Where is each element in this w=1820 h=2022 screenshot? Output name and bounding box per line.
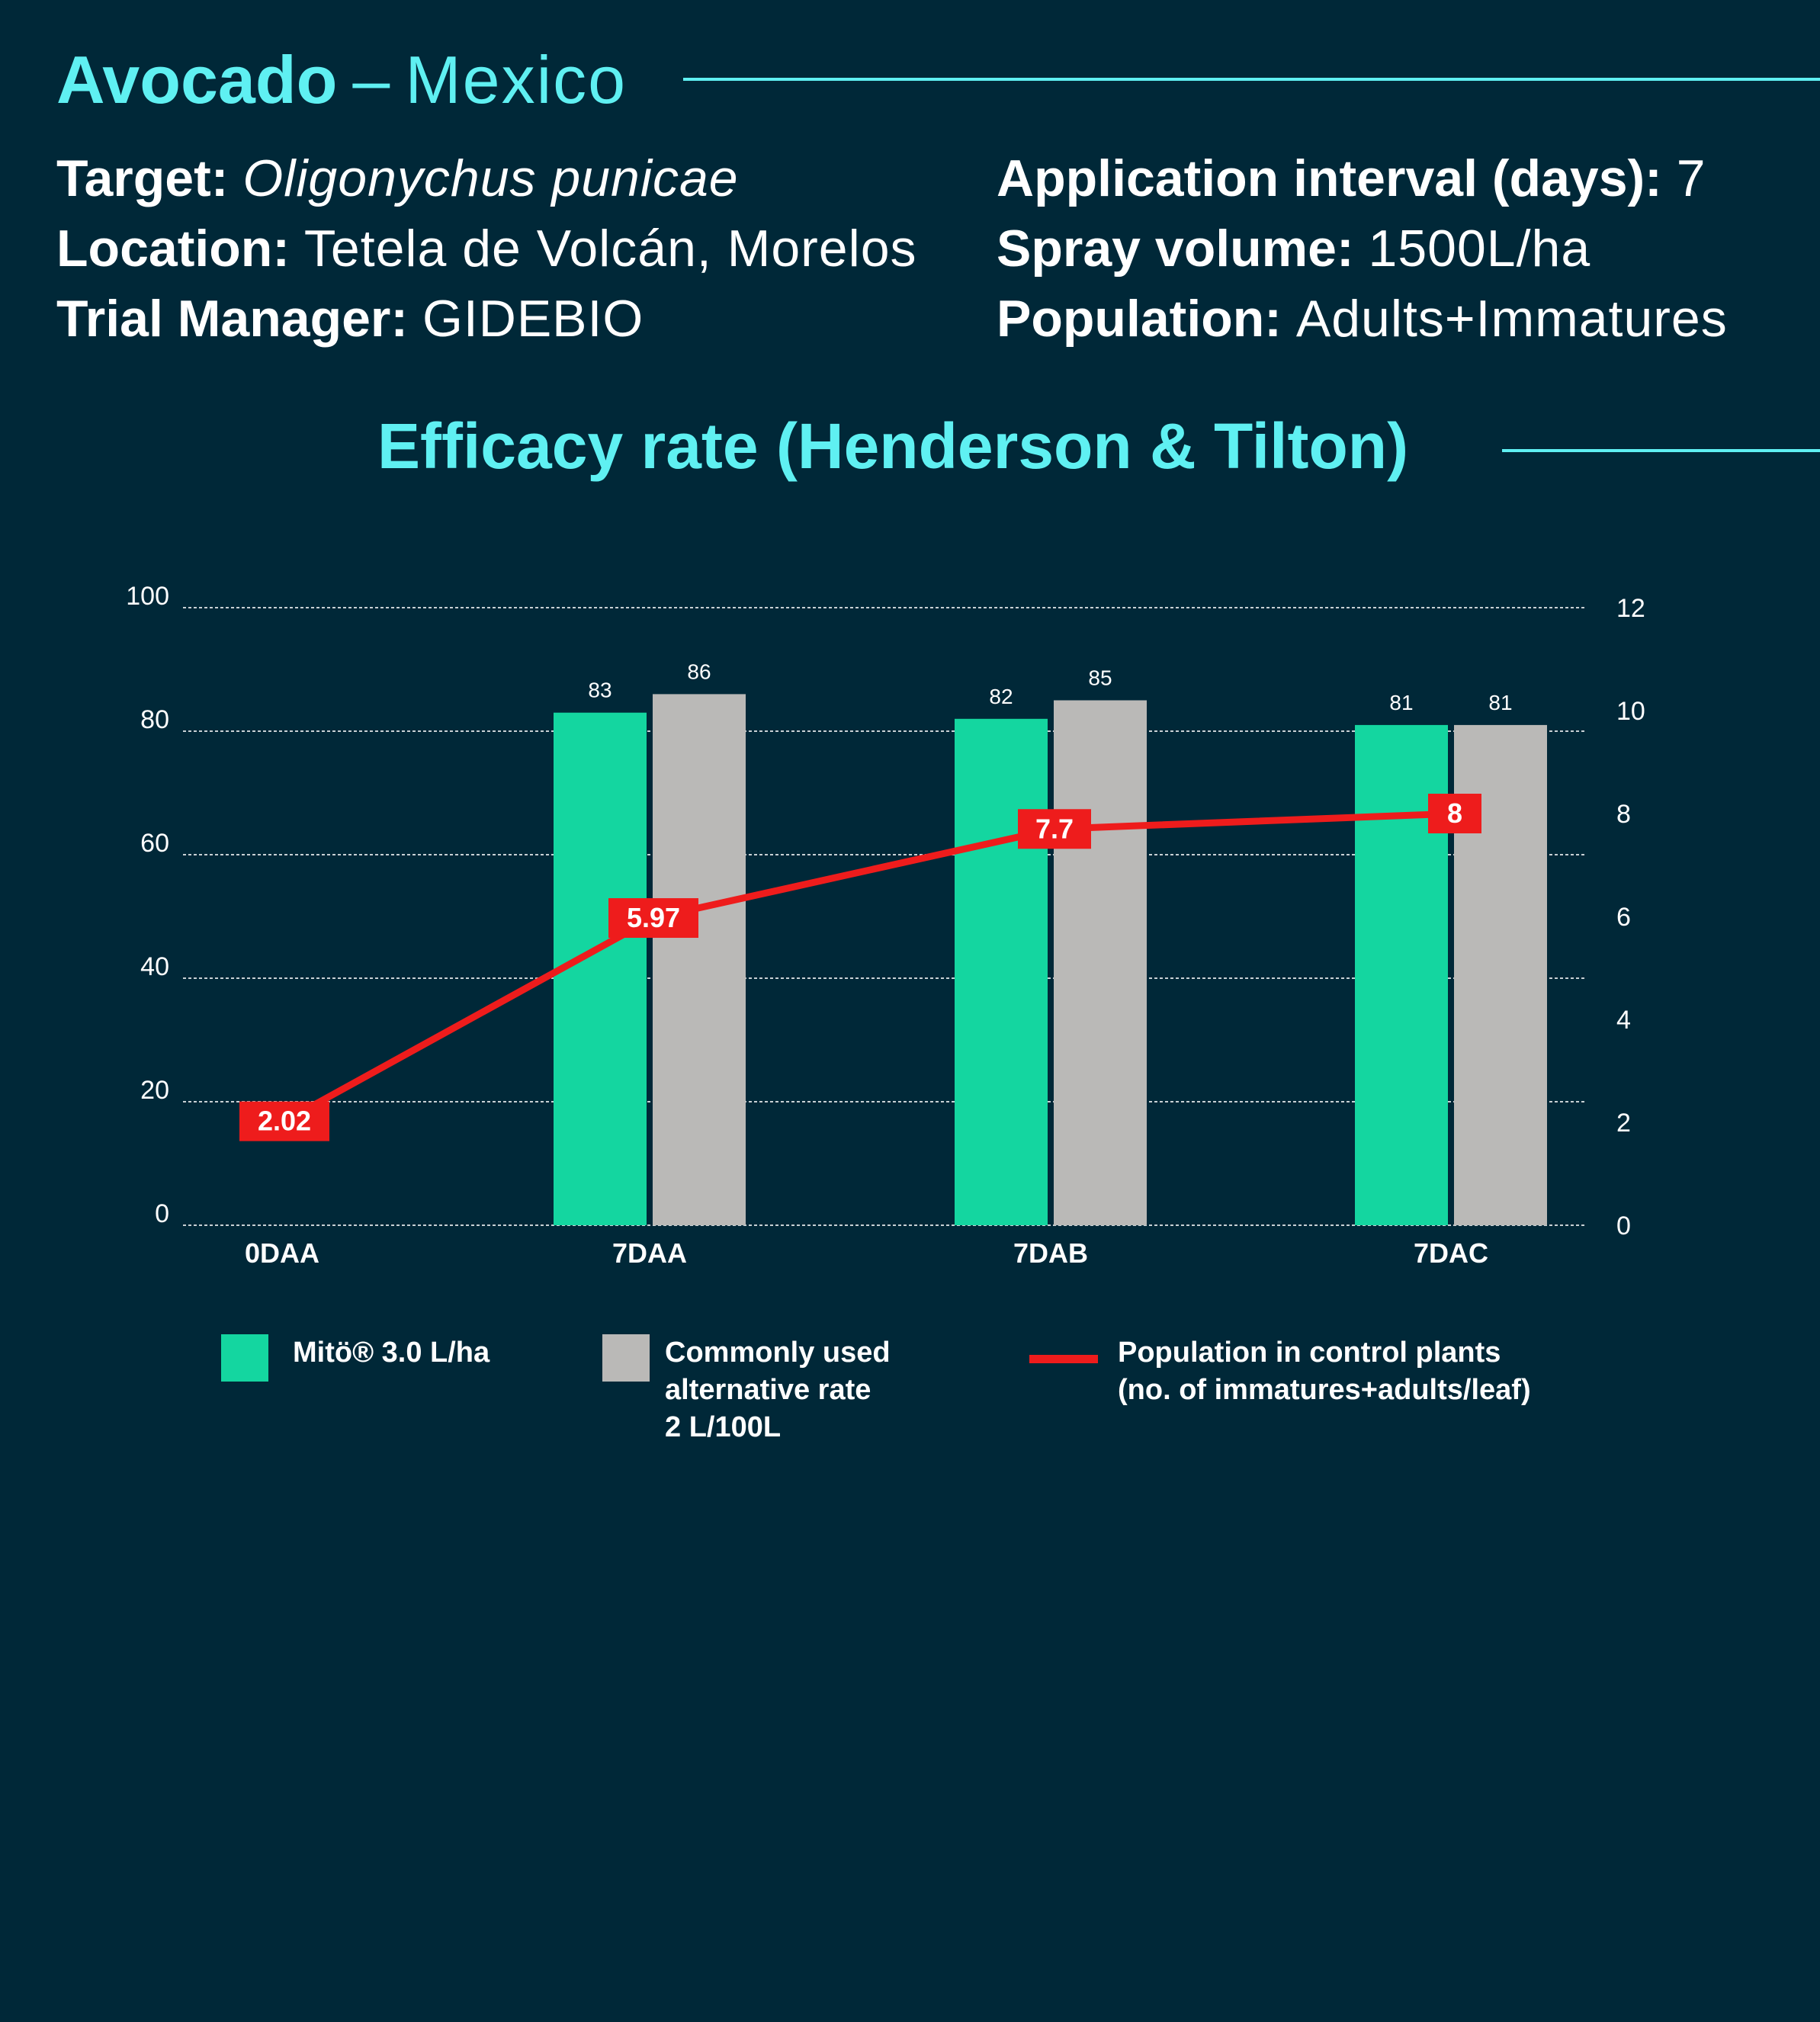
- population-data-label: 5.97: [627, 902, 680, 933]
- bar-data-label: 86: [687, 660, 711, 683]
- x-tick-label: 7DAA: [612, 1237, 687, 1269]
- target-label: Target:: [56, 149, 229, 207]
- y-left-tick-label: 40: [140, 952, 169, 981]
- bar-alternative: [1054, 700, 1147, 1225]
- y-right-tick-label: 10: [1616, 697, 1645, 726]
- bar-data-label: 83: [588, 679, 611, 702]
- application-interval-row: Application interval (days): 7: [997, 143, 1728, 213]
- target-value: Oligonychus punicae: [242, 149, 739, 207]
- y-right-tick-label: 4: [1616, 1006, 1631, 1035]
- population-point-marker: [1018, 809, 1091, 849]
- y-right-tick-label: 8: [1616, 800, 1631, 829]
- y-left-tick-label: 60: [140, 829, 169, 858]
- location-value: Tetela de Volcán, Morelos: [303, 220, 917, 278]
- population-point-marker: [1428, 794, 1481, 833]
- chart-title: Efficacy rate (Henderson & Tilton): [377, 410, 1409, 482]
- population-data-label: 2.02: [258, 1106, 311, 1137]
- y-left-tick-label: 80: [140, 705, 169, 734]
- legend-mito-line: Mitö® 3.0 L/ha: [293, 1337, 490, 1369]
- country-name: Mexico: [405, 42, 628, 117]
- location-row: Location: Tetela de Volcán, Morelos: [56, 213, 917, 284]
- bar-data-label: 81: [1488, 691, 1512, 714]
- population-line: [282, 810, 1456, 1125]
- crop-name: Avocado: [56, 42, 338, 117]
- efficacy-chart: 0 20 40 60 80 100 0 2 4 6 8 10 12 0DAA 7DAA 7DAB 7DAC 83 8…: [126, 582, 1645, 1269]
- legend-mito-swatch: [221, 1334, 268, 1382]
- x-tick-label: 7DAC: [1414, 1237, 1488, 1269]
- title-separator: –: [352, 42, 390, 117]
- application-interval-value: 7: [1676, 149, 1706, 207]
- population-label: Population:: [997, 290, 1282, 348]
- legend-alternative-line: 2 L/100L: [665, 1411, 782, 1443]
- legend-population-label: Population in control plants (no. of imm…: [1118, 1334, 1531, 1409]
- spray-volume-row: Spray volume: 1500L/ha: [997, 213, 1728, 284]
- x-tick-label: 7DAB: [1013, 1237, 1088, 1269]
- x-tick-label: 0DAA: [245, 1237, 319, 1269]
- trial-info-left: Target: Oligonychus punicae Location: Te…: [56, 143, 917, 354]
- y-right-tick-label: 12: [1616, 594, 1645, 623]
- location-label: Location:: [56, 220, 290, 278]
- y-right-tick-label: 6: [1616, 903, 1631, 932]
- crop-country-title: Avocado – Mexico: [56, 34, 627, 126]
- spray-volume-label: Spray volume:: [997, 220, 1354, 278]
- y-right-tick-label: 0: [1616, 1212, 1631, 1240]
- trial-manager-value: GIDEBIO: [422, 290, 644, 348]
- header-rule: [683, 78, 1820, 81]
- population-data-label: 8: [1447, 798, 1462, 829]
- bar-alternative: [653, 694, 746, 1225]
- population-point-marker: [608, 898, 698, 939]
- trial-info-right: Application interval (days): 7 Spray vol…: [997, 143, 1728, 354]
- bar-data-label: 81: [1389, 691, 1413, 714]
- population-value: Adults+Immatures: [1295, 290, 1728, 348]
- legend-alternative-label: Commonly used alternative rate 2 L/100L: [665, 1334, 891, 1446]
- legend-population-swatch: [1029, 1355, 1098, 1363]
- trial-manager-row: Trial Manager: GIDEBIO: [56, 284, 917, 354]
- section-rule: [1502, 449, 1820, 452]
- legend-alternative-line: alternative rate: [665, 1374, 871, 1406]
- target-row: Target: Oligonychus punicae: [56, 143, 917, 213]
- bar-data-label: 82: [989, 685, 1013, 708]
- legend-population-line: (no. of immatures+adults/leaf): [1118, 1374, 1531, 1406]
- legend-population-line: Population in control plants: [1118, 1337, 1501, 1369]
- y-left-tick-label: 100: [126, 582, 169, 611]
- population-data-label: 7.7: [1035, 813, 1074, 844]
- population-row: Population: Adults+Immatures: [997, 284, 1728, 354]
- trial-manager-label: Trial Manager:: [56, 290, 409, 348]
- bar-data-label: 85: [1088, 666, 1112, 690]
- spray-volume-value: 1500L/ha: [1368, 220, 1591, 278]
- bar-mito: [955, 718, 1048, 1225]
- legend-mito-label: Mitö® 3.0 L/ha: [293, 1334, 490, 1372]
- population-point-marker: [239, 1101, 329, 1141]
- y-right-tick-label: 2: [1616, 1109, 1631, 1138]
- bar-mito: [554, 712, 647, 1225]
- y-left-tick-label: 20: [140, 1076, 169, 1105]
- y-left-tick-label: 0: [155, 1199, 169, 1228]
- legend-alternative-swatch: [602, 1334, 650, 1382]
- application-interval-label: Application interval (days):: [997, 149, 1662, 207]
- legend-alternative-line: Commonly used: [665, 1337, 891, 1369]
